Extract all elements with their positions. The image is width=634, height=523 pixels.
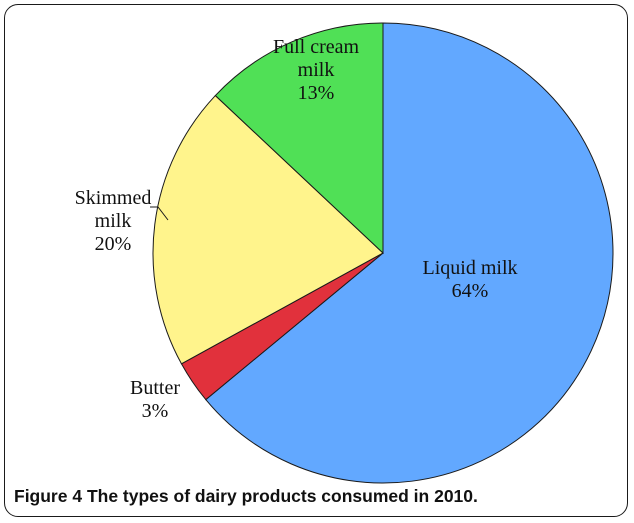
slice-label-line: 13% bbox=[298, 82, 335, 104]
slice-label-line: 3% bbox=[142, 400, 169, 422]
slice-label-full-cream-milk: Full cream milk 13% bbox=[273, 36, 360, 104]
figure-caption: Figure 4 The types of dairy products con… bbox=[14, 486, 478, 507]
slice-label-line: milk bbox=[95, 210, 132, 232]
slice-label-line: Full cream bbox=[273, 36, 360, 58]
caption-text: The types of dairy products consumed in … bbox=[86, 486, 478, 506]
slice-label-butter: Butter 3% bbox=[130, 377, 180, 422]
leader-line-skimmed-milk bbox=[150, 206, 169, 221]
slice-label-line: Liquid milk bbox=[423, 257, 518, 279]
slice-label-line: Butter bbox=[130, 377, 180, 399]
slice-label-line: Skimmed bbox=[75, 187, 152, 209]
pie-slice-liquid-milk bbox=[205, 22, 614, 484]
slice-label-line: 20% bbox=[95, 233, 132, 255]
caption-figure-number: Figure 4 bbox=[14, 486, 83, 506]
slice-label-line: milk bbox=[298, 59, 335, 81]
slice-label-line: 64% bbox=[452, 280, 489, 302]
pie-slice-full-cream-milk bbox=[214, 22, 384, 255]
slice-label-skimmed-milk: Skimmed milk 20% bbox=[75, 187, 152, 255]
pie-slice-skimmed-milk bbox=[152, 94, 384, 365]
slice-label-liquid-milk: Liquid milk 64% bbox=[423, 257, 518, 302]
